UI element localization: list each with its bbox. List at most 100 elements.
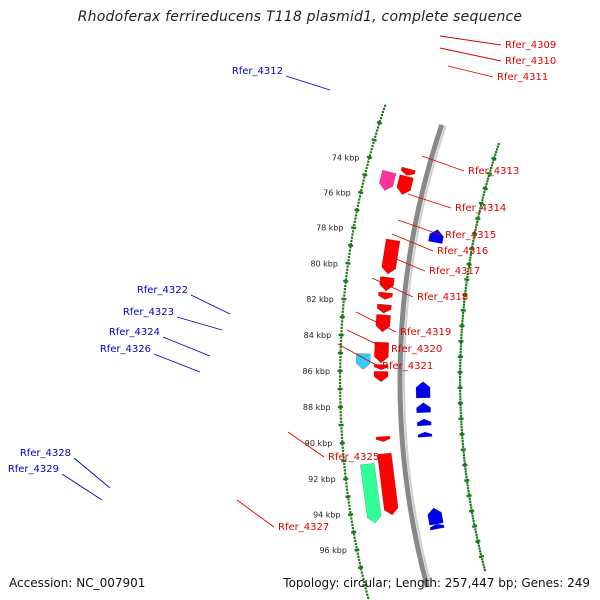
gene-label-rfer-4312[interactable]: Rfer_4312 bbox=[232, 66, 283, 77]
scale-dot bbox=[459, 375, 462, 379]
leader-line bbox=[439, 35, 502, 46]
scale-dot bbox=[365, 166, 368, 170]
gene-arrow-rfer-4311 bbox=[378, 169, 397, 191]
gene-label-rfer-4324[interactable]: Rfer_4324 bbox=[109, 327, 160, 338]
scale-dot bbox=[358, 198, 361, 201]
gene-label-rfer-4322[interactable]: Rfer_4322 bbox=[137, 285, 188, 296]
leader-line bbox=[447, 65, 494, 78]
scale-dot bbox=[495, 150, 498, 154]
gene-label-rfer-4323[interactable]: Rfer_4323 bbox=[123, 307, 174, 318]
scale-dot bbox=[349, 243, 353, 246]
scale-dot bbox=[459, 389, 462, 393]
scale-dot bbox=[381, 110, 385, 114]
scale-dot bbox=[470, 251, 473, 254]
scale-dash bbox=[371, 138, 377, 142]
scale-dot bbox=[339, 372, 342, 375]
gene-label-rfer-4319[interactable]: Rfer_4319 bbox=[400, 327, 451, 338]
scale-dot bbox=[371, 144, 374, 148]
scale-dot bbox=[469, 256, 472, 259]
leader-line bbox=[346, 329, 388, 350]
scale-dot bbox=[362, 179, 365, 182]
scale-dot bbox=[468, 498, 471, 501]
gene-label-rfer-4325[interactable]: Rfer_4325 bbox=[328, 452, 379, 463]
leader-line bbox=[421, 155, 465, 172]
scale-dot bbox=[459, 356, 462, 359]
scale-dot bbox=[345, 271, 348, 275]
scale-dot bbox=[488, 172, 491, 175]
label-leader-lines bbox=[61, 35, 502, 528]
scale-dot bbox=[353, 223, 356, 227]
gene-label-rfer-4321[interactable]: Rfer_4321 bbox=[382, 361, 433, 372]
gene-arrow-rfer-4325 bbox=[375, 435, 391, 443]
gene-label-rfer-4318[interactable]: Rfer_4318 bbox=[417, 292, 468, 303]
gene-label-rfer-4327[interactable]: Rfer_4327 bbox=[278, 522, 329, 533]
scale-dot bbox=[459, 381, 462, 384]
gene-label-rfer-4314[interactable]: Rfer_4314 bbox=[455, 203, 506, 214]
scale-dot bbox=[346, 265, 349, 268]
scale-dot bbox=[459, 348, 462, 351]
scale-dot bbox=[481, 558, 484, 561]
scale-dot bbox=[460, 423, 463, 426]
scale-dot bbox=[461, 437, 464, 440]
gene-label-rfer-4313[interactable]: Rfer_4313 bbox=[468, 166, 519, 177]
scale-dot bbox=[459, 398, 462, 401]
scale-dot bbox=[466, 275, 469, 279]
gene-arrow-rfer-4327 bbox=[377, 452, 399, 516]
scale-dot bbox=[459, 387, 462, 390]
scale-dot bbox=[374, 135, 377, 138]
scale-dot bbox=[461, 322, 464, 326]
scale-dot bbox=[469, 253, 472, 256]
scale-dot bbox=[459, 378, 462, 381]
scale-dot bbox=[340, 336, 343, 339]
leader-line bbox=[391, 233, 434, 252]
scale-dot bbox=[465, 281, 468, 284]
scale-dot bbox=[475, 533, 478, 536]
gene-label-rfer-4317[interactable]: Rfer_4317 bbox=[429, 266, 480, 277]
gene-label-rfer-4316[interactable]: Rfer_4316 bbox=[437, 246, 488, 257]
scale-dot bbox=[347, 259, 350, 262]
gene-label-rfer-4328[interactable]: Rfer_4328 bbox=[20, 448, 71, 459]
kbp-tick-label: 88 kbp bbox=[303, 403, 331, 412]
scale-dot bbox=[487, 174, 490, 178]
scale-dot bbox=[383, 104, 387, 107]
scale-dot bbox=[478, 210, 481, 213]
scale-dot bbox=[464, 286, 467, 290]
leader-line bbox=[287, 431, 325, 458]
scale-dot bbox=[339, 417, 343, 420]
scale-dot bbox=[339, 381, 342, 385]
gene-label-rfer-4315[interactable]: Rfer_4315 bbox=[445, 230, 496, 241]
gene-label-rfer-4326[interactable]: Rfer_4326 bbox=[100, 344, 151, 355]
gene-label-rfer-4310[interactable]: Rfer_4310 bbox=[505, 56, 556, 67]
gene-label-rfer-4309[interactable]: Rfer_4309 bbox=[505, 40, 556, 51]
scale-dot bbox=[345, 485, 348, 488]
scale-dot bbox=[483, 191, 486, 194]
scale-dot bbox=[357, 201, 360, 204]
scale-dot bbox=[490, 164, 494, 167]
leader-line bbox=[153, 353, 201, 373]
gene-arrow-rfer-4318 bbox=[374, 341, 390, 364]
scale-dot bbox=[339, 401, 342, 404]
gene-label-rfer-4311[interactable]: Rfer_4311 bbox=[497, 72, 548, 83]
gene-arrow-rfer-4312 bbox=[428, 229, 444, 244]
gene-arrow-rfer-4309 bbox=[400, 166, 416, 176]
scale-dot bbox=[478, 547, 481, 550]
gene-label-rfer-4320[interactable]: Rfer_4320 bbox=[391, 344, 442, 355]
scale-dash bbox=[358, 565, 364, 570]
scale-dash bbox=[376, 120, 383, 125]
scale-dot bbox=[348, 504, 351, 507]
gene-arrow-rfer-4321 bbox=[373, 371, 389, 383]
scale-dot bbox=[339, 407, 342, 411]
scale-dot bbox=[464, 292, 467, 295]
scale-dot bbox=[340, 427, 343, 430]
scale-dot bbox=[483, 188, 487, 191]
scale-dot bbox=[351, 527, 355, 530]
scale-dot bbox=[356, 204, 360, 207]
gene-arrow-rfer-4319 bbox=[355, 353, 371, 370]
scale-dot bbox=[347, 498, 350, 501]
scale-dot bbox=[368, 154, 372, 157]
scale-dot bbox=[344, 475, 347, 478]
scale-dot bbox=[339, 404, 342, 407]
scale-dot bbox=[461, 314, 465, 317]
gene-label-rfer-4329[interactable]: Rfer_4329 bbox=[8, 464, 59, 475]
